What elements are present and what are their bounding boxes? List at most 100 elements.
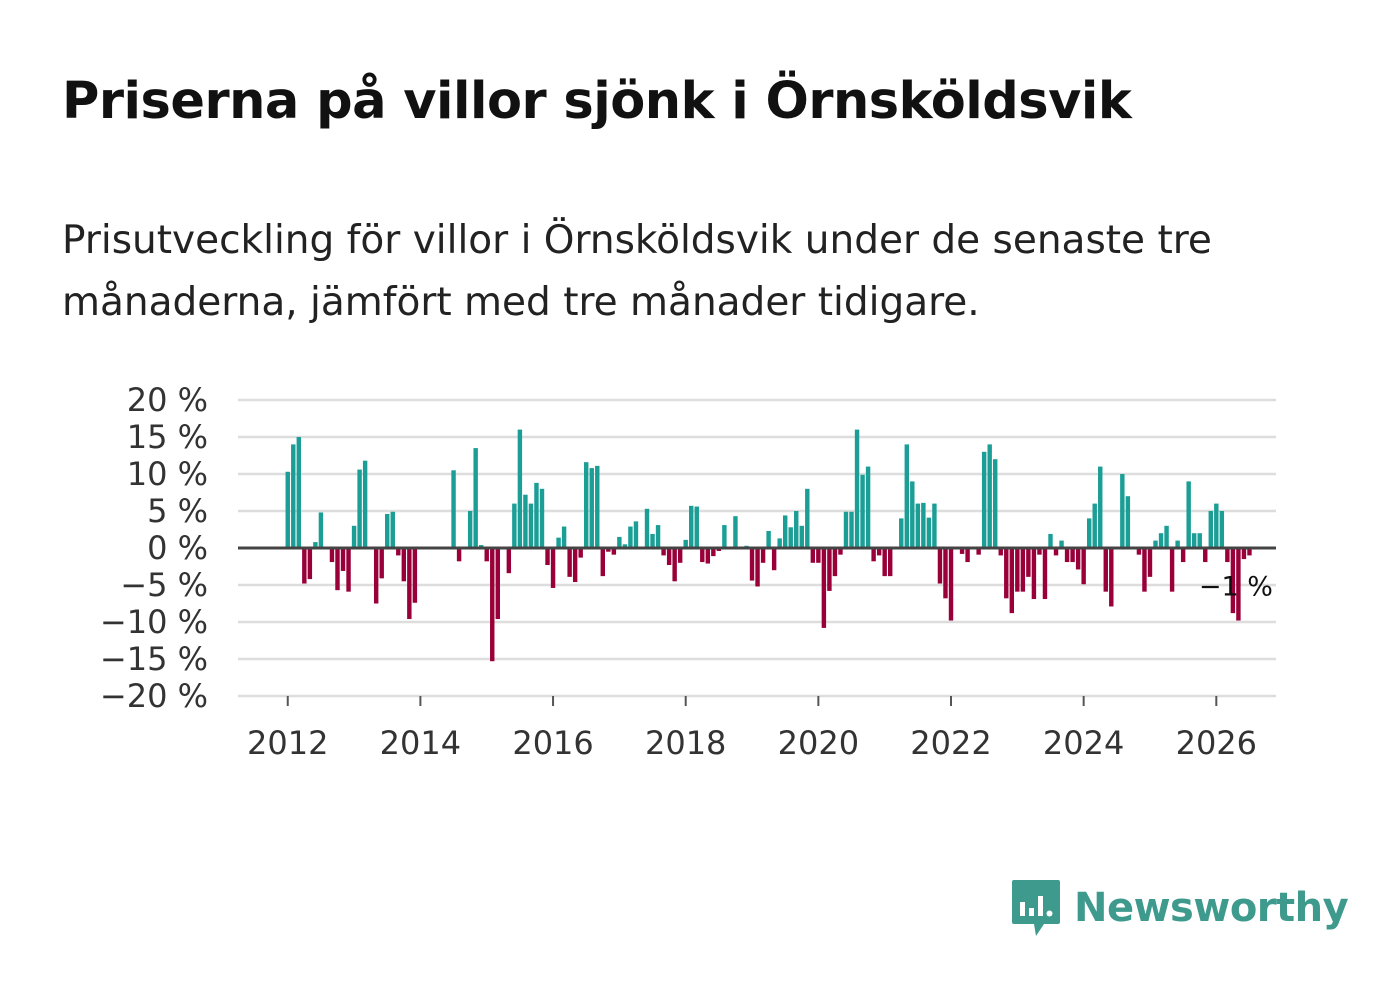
bar <box>578 548 583 558</box>
x-tick-label: 2018 <box>645 724 726 762</box>
bar <box>611 548 617 555</box>
bar <box>539 488 545 548</box>
bar <box>1214 503 1219 548</box>
bar <box>606 548 611 552</box>
bar <box>617 536 622 548</box>
y-tick-label: 20 % <box>127 381 208 419</box>
bar <box>340 548 346 571</box>
bar <box>915 503 921 548</box>
bar <box>523 494 528 548</box>
bar <box>1219 511 1225 548</box>
bar <box>561 526 567 548</box>
bar <box>705 548 711 564</box>
bar <box>904 444 909 548</box>
bar <box>490 548 495 662</box>
bar <box>987 444 992 548</box>
bar <box>1241 548 1247 560</box>
bar <box>876 548 882 556</box>
bar <box>771 548 777 571</box>
annotation-label: −1 % <box>1199 571 1273 602</box>
bar <box>484 548 489 562</box>
bar <box>1180 548 1186 563</box>
bar <box>1147 548 1153 577</box>
bar <box>948 548 954 621</box>
bar <box>396 548 401 556</box>
bar <box>335 548 340 591</box>
bar <box>473 448 478 548</box>
bar <box>1208 511 1213 548</box>
bar <box>1081 548 1086 585</box>
bar <box>932 503 937 548</box>
y-tick-label: 0 % <box>147 529 208 567</box>
bar <box>755 548 760 587</box>
bar <box>926 517 932 548</box>
y-tick-label: 5 % <box>147 492 208 530</box>
newsworthy-logo: Newsworthy <box>1010 878 1349 938</box>
bar <box>1020 548 1026 592</box>
bar <box>821 548 827 628</box>
brand-name: Newsworthy <box>1074 885 1349 931</box>
bar <box>1175 540 1180 548</box>
bar <box>296 437 302 548</box>
chart-title: Priserna på villor sjönk i Örnsköldsvik <box>62 72 1132 131</box>
bar <box>838 548 843 555</box>
bar <box>600 548 606 577</box>
bar <box>644 508 650 548</box>
bar <box>1164 525 1169 548</box>
bar <box>1109 548 1114 607</box>
bar <box>1142 548 1147 592</box>
x-tick-label: 2020 <box>778 724 859 762</box>
bar <box>407 548 412 620</box>
bar <box>788 527 793 548</box>
bars <box>285 429 1252 662</box>
y-tick-label: −10 % <box>100 603 208 641</box>
bar <box>318 512 324 548</box>
bar <box>1136 548 1142 555</box>
bar <box>291 444 296 548</box>
bar <box>589 468 594 548</box>
bar <box>595 465 600 548</box>
x-tick-label: 2012 <box>247 724 328 762</box>
bar <box>805 488 810 548</box>
bar <box>1009 548 1015 614</box>
bar <box>1004 548 1009 599</box>
bar <box>1092 503 1097 548</box>
bar <box>666 548 672 566</box>
bar <box>1086 518 1092 548</box>
bar <box>860 474 865 548</box>
bar <box>628 526 633 548</box>
bar <box>329 548 335 563</box>
bar <box>633 521 639 548</box>
bar <box>1169 548 1175 592</box>
x-tick-label: 2026 <box>1176 724 1257 762</box>
bar <box>550 548 556 588</box>
bar <box>512 503 517 548</box>
bar <box>827 548 832 591</box>
x-tick-label: 2014 <box>380 724 461 762</box>
bar <box>1031 548 1037 600</box>
bar <box>545 548 550 566</box>
y-tick-label: −15 % <box>100 640 208 678</box>
bar <box>993 459 998 548</box>
bar <box>943 548 948 599</box>
bar <box>567 548 572 577</box>
bar <box>357 469 362 548</box>
bar <box>843 511 849 548</box>
x-tick-label: 2024 <box>1043 724 1124 762</box>
y-tick-label: −5 % <box>120 566 208 604</box>
bar <box>467 511 473 548</box>
bar <box>584 462 589 548</box>
y-tick-label: 15 % <box>127 418 208 456</box>
bar <box>1053 548 1059 556</box>
bar <box>655 525 661 548</box>
bar <box>412 548 418 603</box>
bar <box>921 502 926 548</box>
bar <box>722 525 727 548</box>
bar <box>976 548 981 555</box>
bar <box>694 506 699 548</box>
bar <box>689 505 694 548</box>
bar <box>534 482 539 548</box>
bar <box>1042 548 1048 600</box>
bar <box>572 548 578 583</box>
